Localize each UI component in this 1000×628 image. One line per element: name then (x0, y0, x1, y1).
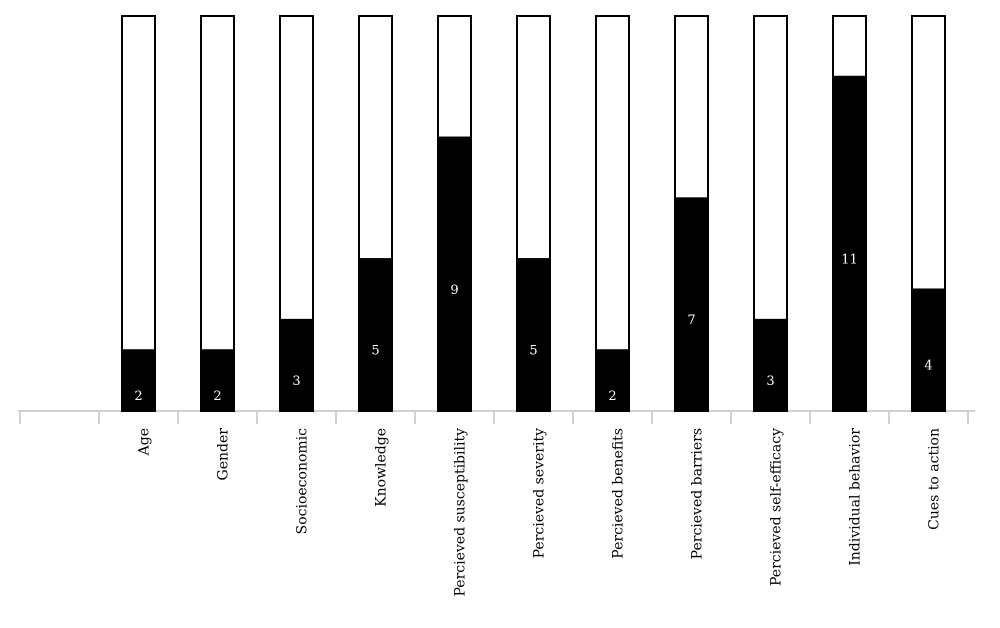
bar-segment (595, 349, 630, 413)
value-label: 9 (450, 283, 458, 298)
bar-segment (358, 258, 393, 413)
bar-segment (358, 15, 393, 261)
x-tick-label: Knowledge (374, 428, 390, 507)
bar-segment (121, 15, 156, 352)
value-label: 3 (766, 374, 774, 389)
x-tick-label: Percieved barriers (690, 428, 706, 559)
bar-segment (516, 15, 551, 261)
value-label: 5 (529, 344, 537, 359)
bar-segment (437, 136, 472, 413)
bar-segment (911, 288, 946, 413)
value-label: 2 (134, 389, 142, 404)
value-label: 7 (687, 313, 695, 328)
x-tick-label: Percieved benefits (611, 428, 627, 559)
x-tick-label: Percieved susceptibility (453, 428, 469, 597)
x-tick-label: Cues to action (927, 428, 943, 530)
value-label: 2 (213, 389, 221, 404)
bar-segment (674, 197, 709, 412)
x-tick-label: Percieved severity (532, 428, 548, 558)
x-tick-label: Age (137, 428, 153, 456)
value-label: 5 (371, 344, 379, 359)
bar-segment (200, 349, 235, 413)
bar-segment (279, 318, 314, 413)
bar-segment (832, 75, 867, 413)
bar-segment (753, 15, 788, 321)
value-label: 3 (292, 374, 300, 389)
value-label: 4 (924, 359, 932, 374)
bar-segment (516, 258, 551, 413)
bar-segment (279, 15, 314, 321)
value-label: 2 (608, 389, 616, 404)
bar-segment (595, 15, 630, 352)
x-tick-label: Individual behavior (848, 428, 864, 566)
x-tick-label: Gender (216, 428, 232, 481)
x-tick-label: Percieved self-efficacy (769, 428, 785, 586)
x-tick-label: Socioeconomic (295, 428, 311, 535)
value-label: 11 (841, 252, 858, 267)
bar-segment (121, 349, 156, 413)
bar-segment (832, 15, 867, 78)
bar-segment (911, 15, 946, 291)
bar-segment (200, 15, 235, 352)
bar-segment (674, 15, 709, 200)
bar-segment (437, 15, 472, 139)
bar-segment (753, 318, 788, 413)
